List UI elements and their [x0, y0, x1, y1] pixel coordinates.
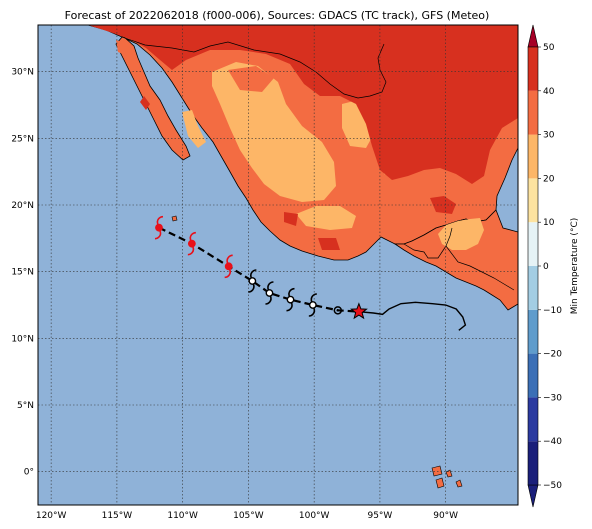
colorbar: 50 40 30 20 10 0 −10 −20 −30 −40 −50 Min Temperatu… — [527, 24, 580, 508]
lat-tick-label: 10°N — [11, 334, 34, 344]
colorbar-band — [528, 134, 538, 179]
colorbar-band — [528, 178, 538, 223]
cyclone-track — [154, 215, 467, 331]
lon-tick-label: 95°W — [367, 511, 392, 521]
colorbar-tick-label: 50 — [543, 43, 555, 53]
colorbar-band — [528, 90, 538, 135]
colorbar-band — [528, 397, 538, 442]
colorbar-tick-label: 40 — [543, 87, 555, 97]
border-mexico-guatemala — [403, 227, 453, 259]
warm-temperature-regions — [116, 40, 404, 206]
lat-tick-label: 0° — [24, 468, 34, 478]
colorbar-tick-label: 0 — [543, 262, 549, 272]
lat-tick-label: 15°N — [11, 268, 34, 278]
map-title: Forecast of 2022062018 (f000-006), Sourc… — [65, 9, 490, 22]
colorbar-tick-label: 30 — [543, 131, 555, 141]
cyclone-symbol-icon — [265, 281, 274, 305]
colorbar-tick-label: −20 — [543, 350, 562, 360]
colorbar-band — [528, 47, 538, 91]
cyclone-symbol-icon — [333, 306, 343, 315]
land-baja-california — [115, 35, 191, 161]
map-frame — [37, 24, 519, 506]
hot-temperature-regions — [88, 25, 518, 250]
border-us-mexico — [121, 36, 387, 99]
track-observed-line — [158, 226, 359, 313]
lon-tick-label: 105°W — [233, 511, 264, 521]
cyclone-symbol-icon — [224, 254, 233, 279]
colorbar-tick-label: −50 — [543, 481, 562, 491]
longitude-tick-labels: 120°W 115°W 110°W 105°W 100°W 95°W 90°W — [36, 511, 458, 521]
cyclone-symbol-icon — [308, 293, 317, 317]
colorbar-extend-max — [527, 24, 539, 48]
colorbar-band — [528, 222, 538, 266]
lat-tick-label: 30°N — [11, 68, 34, 78]
colorbar-band — [528, 266, 538, 310]
colorbar-band — [528, 309, 538, 354]
colorbar-tick-label: −40 — [543, 437, 562, 447]
lon-tick-label: 120°W — [36, 511, 67, 521]
colorbar-band — [528, 353, 538, 398]
cyclone-symbol-icon — [286, 287, 295, 312]
lon-tick-label: 115°W — [102, 511, 133, 521]
lat-tick-label: 5°N — [17, 401, 34, 411]
colorbar-tick-label: 20 — [543, 174, 555, 184]
lon-tick-label: 100°W — [299, 511, 330, 521]
lat-tick-label: 25°N — [11, 134, 34, 144]
latitude-tick-labels: 30°N 25°N 20°N 15°N 10°N 5°N 0° — [11, 68, 34, 478]
colorbar-tick-label: −30 — [543, 393, 562, 403]
current-position-star-icon — [349, 302, 368, 320]
cyclone-symbol-icon — [248, 269, 257, 293]
map-grid — [38, 25, 518, 505]
border-central-america — [445, 245, 515, 291]
colorbar-label: Min Temperature (°C) — [570, 218, 580, 315]
lon-tick-label: 110°W — [167, 511, 198, 521]
lon-tick-label: 90°W — [433, 511, 458, 521]
map-area — [38, 25, 518, 505]
lat-tick-label: 20°N — [11, 201, 34, 211]
colorbar-tick-label: 10 — [543, 218, 555, 228]
land-yucatan — [438, 218, 484, 250]
colorbar-band — [528, 441, 538, 485]
colorbar-tick-label: −10 — [543, 306, 562, 316]
colorbar-extend-min — [527, 484, 539, 508]
cyclone-symbol-icon — [154, 215, 164, 240]
land-small-islands — [171, 215, 463, 489]
cyclone-symbol-icon — [187, 231, 196, 256]
track-forecast-line — [358, 301, 467, 331]
